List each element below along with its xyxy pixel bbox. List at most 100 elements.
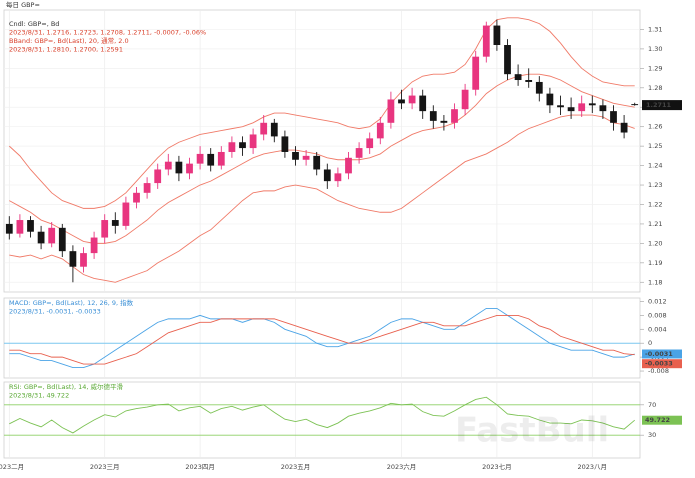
- y-tick-label: 0: [648, 339, 652, 347]
- last-value-label: 49.722: [645, 416, 670, 424]
- y-tick-label: 1.25: [648, 142, 662, 150]
- candle-body: [270, 122, 278, 137]
- y-tick-label: -0.008: [648, 367, 669, 375]
- legend-text: MACD: GBP=, Bd(Last), 12, 26, 9, 指数: [9, 298, 134, 307]
- y-tick-label: 30: [648, 431, 656, 439]
- candle-body: [525, 80, 533, 82]
- candle-body: [440, 120, 448, 123]
- candle-body: [122, 202, 130, 226]
- x-tick-label: 2023二月: [0, 463, 24, 471]
- x-tick-label: 2023七月: [482, 462, 512, 471]
- candle-body: [472, 56, 480, 90]
- candle-body: [482, 25, 490, 57]
- panel-frame: [3, 381, 641, 459]
- candle-body: [599, 105, 607, 112]
- panel-frame: [3, 297, 641, 379]
- candle-body: [186, 163, 193, 174]
- candle-body: [610, 111, 617, 123]
- candle-body: [535, 81, 543, 94]
- candle-body: [323, 169, 331, 182]
- legend-text: 2023/8/31, -0.0031, -0.0033: [9, 308, 101, 316]
- y-tick-label: 1.21: [648, 220, 662, 228]
- candle-body: [217, 151, 225, 166]
- candle-body: [493, 25, 501, 46]
- candle-body: [143, 183, 151, 193]
- x-tick-label: 2023六月: [387, 462, 417, 471]
- candle-body: [260, 122, 268, 135]
- y-tick-label: 1.26: [648, 123, 662, 131]
- candle-body: [101, 220, 109, 238]
- y-tick-label: 1.29: [648, 64, 662, 72]
- candle-body: [37, 231, 45, 244]
- candle-body: [514, 74, 522, 81]
- series-line: [9, 73, 635, 244]
- candle-body: [578, 103, 586, 112]
- watermark: FastBull: [455, 411, 609, 451]
- candle-body: [292, 151, 299, 160]
- last-value-label: -0.0033: [645, 360, 673, 368]
- y-tick-label: 1.22: [648, 200, 662, 208]
- x-tick-label: 2023四月: [185, 463, 215, 471]
- candle-body: [313, 155, 321, 170]
- candle-body: [249, 134, 257, 149]
- y-tick-label: 1.31: [648, 25, 662, 33]
- candle-body: [376, 122, 384, 139]
- y-tick-label: 0.004: [648, 325, 667, 333]
- candle-body: [504, 45, 511, 75]
- legend-text: 2023/8/31, 1.2810, 1.2700, 1.2591: [9, 46, 123, 54]
- y-tick-label: 0.012: [648, 297, 667, 305]
- series-line: [9, 314, 635, 365]
- candle-body: [588, 103, 596, 106]
- series-line: [9, 396, 635, 434]
- y-tick-label: 1.20: [648, 239, 662, 247]
- series-line: [9, 307, 635, 369]
- candle-body: [90, 237, 98, 254]
- y-tick-label: 1.18: [648, 278, 662, 286]
- candle-body: [281, 136, 289, 152]
- candle-body: [461, 89, 469, 110]
- legend-text: BBand: GBP=, Bd(Last), 20, 通常, 2.0: [9, 36, 129, 45]
- y-tick-label: 0.008: [648, 311, 667, 319]
- last-price-box: [642, 100, 682, 111]
- candle-body: [302, 155, 310, 160]
- candle-body: [451, 109, 458, 123]
- candle-body: [334, 173, 342, 182]
- candle-body: [557, 105, 564, 108]
- last-price-label: 1.2711: [646, 101, 672, 109]
- candle-body: [196, 153, 204, 164]
- candle-body: [58, 227, 66, 252]
- panel-frame: [3, 9, 641, 293]
- candle-body: [16, 220, 24, 234]
- candle-body: [546, 93, 554, 106]
- candle-body: [228, 142, 236, 152]
- legend-text: 2023/8/31, 1.2716, 1.2723, 1.2708, 1.271…: [9, 29, 206, 37]
- candle-body: [387, 99, 395, 123]
- candle-body: [80, 253, 87, 267]
- series-line: [8, 17, 635, 209]
- candle-body: [27, 220, 34, 232]
- candle-body: [48, 227, 56, 244]
- y-tick-label: 1.24: [648, 162, 662, 170]
- candle-body: [631, 104, 639, 106]
- legend-text: 2023/8/31, 49.722: [9, 392, 69, 400]
- candle-body: [175, 161, 183, 174]
- candle-body: [164, 161, 172, 170]
- y-tick-label: 1.30: [648, 45, 662, 53]
- candle-body: [355, 148, 363, 158]
- candle-body: [207, 153, 215, 166]
- candle-body: [419, 95, 427, 112]
- last-value-label: -0.0031: [645, 350, 673, 358]
- candle-body: [133, 192, 140, 203]
- candle-body: [620, 122, 628, 133]
- candle-body: [239, 142, 246, 149]
- legend-text: Cndl: GBP=, Bd: [9, 20, 59, 28]
- x-tick-label: 2023五月: [281, 463, 311, 471]
- series-line: [9, 114, 635, 283]
- legend-text: RSI: GBP=, Bd(Last), 14, 威尔德平滑: [9, 382, 124, 391]
- y-tick-label: 70: [648, 401, 656, 409]
- candle-body: [567, 107, 575, 112]
- y-tick-label: 1.19: [648, 259, 662, 267]
- candle-body: [111, 220, 119, 226]
